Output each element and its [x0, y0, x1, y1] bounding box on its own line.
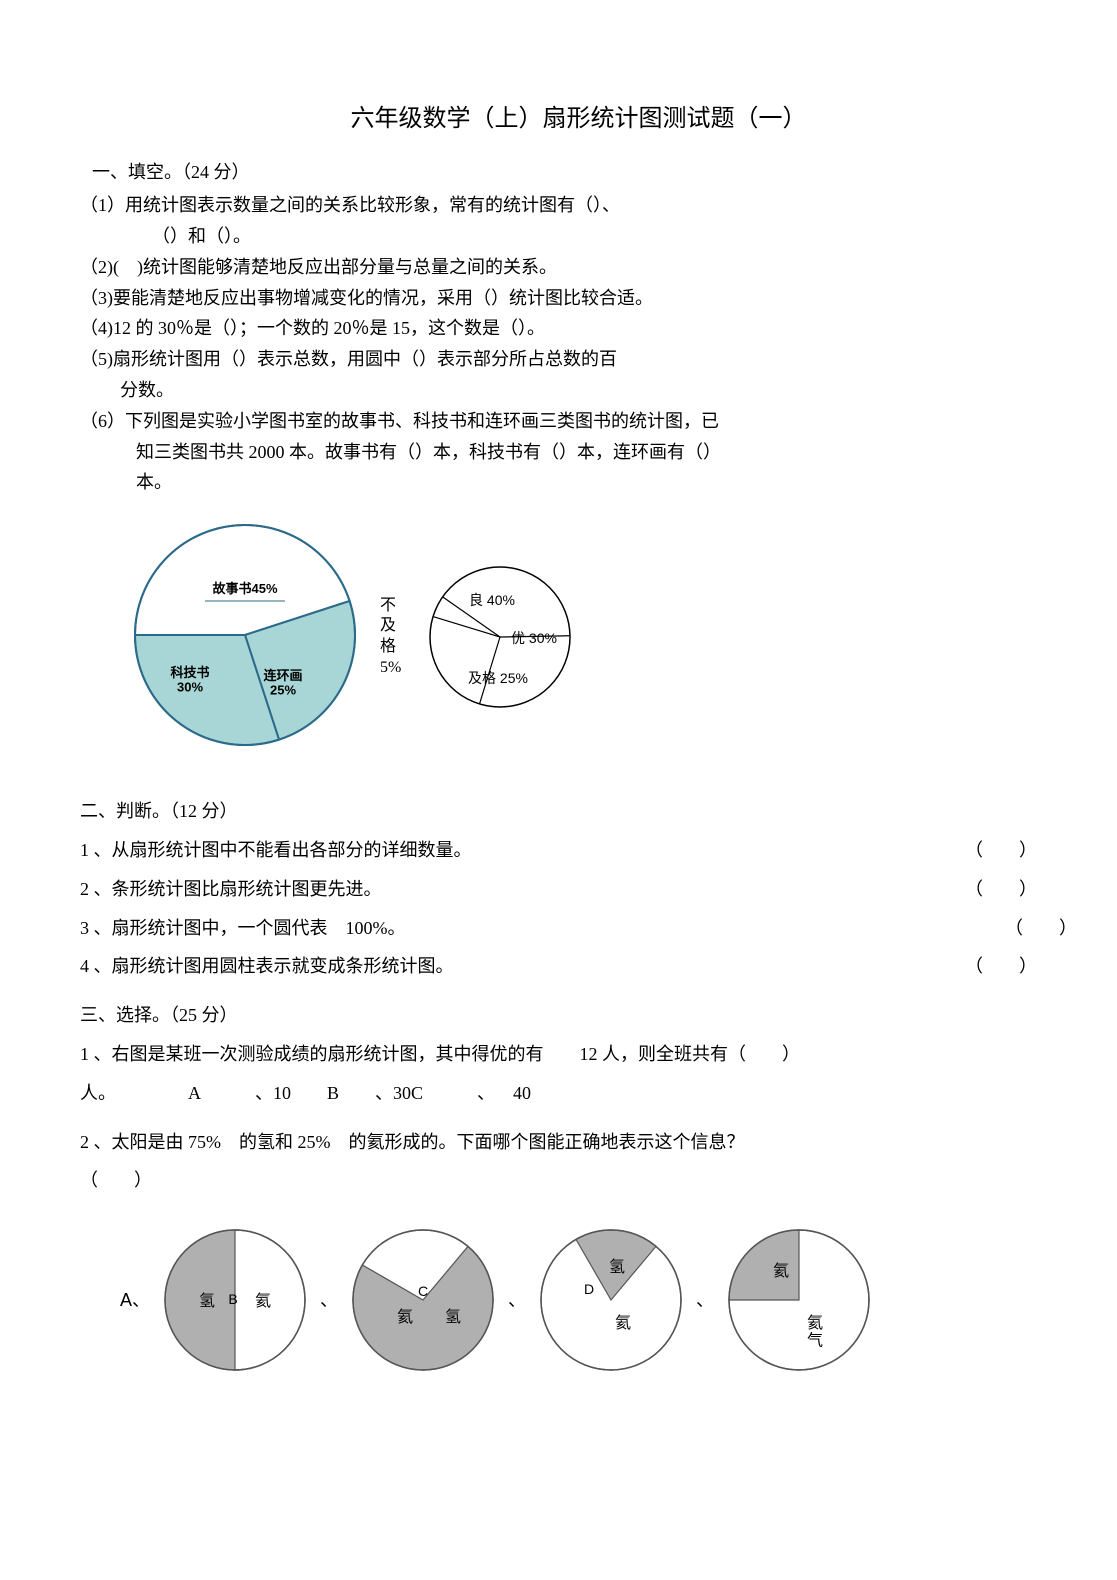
svg-text:氦: 氦 — [255, 1292, 271, 1310]
grades-pie-chart: 良 40% 优 30% 及格 25% — [405, 552, 595, 722]
paren-1: （ ） — [917, 836, 1037, 865]
q1-5b: 分数。 — [80, 376, 1037, 405]
paren-2: （ ） — [917, 875, 1037, 904]
opt-a-label: A、 — [120, 1286, 150, 1315]
section-2-head: 二、判断。（12 分） — [80, 797, 1037, 826]
svg-text:故事书45%: 故事书45% — [212, 581, 277, 596]
q3-1a: 1 、右图是某班一次测验成绩的扇形统计图，其中得优的有 12 人，则全班共有（ … — [80, 1040, 1037, 1069]
sun-pie-b: 氦 氢 C — [348, 1225, 498, 1375]
svg-text:氦: 氦 — [615, 1314, 631, 1332]
svg-text:氢: 氢 — [445, 1308, 461, 1326]
svg-text:氦气: 氦气 — [807, 1314, 823, 1350]
svg-text:氢: 氢 — [609, 1258, 625, 1276]
sun-pie-c: 氢氦 D — [536, 1225, 686, 1375]
svg-text:B: B — [228, 1291, 237, 1307]
q2-1: 1 、从扇形统计图中不能看出各部分的详细数量。 — [80, 836, 472, 865]
books-pie-chart: 故事书45%科技书30%连环画25% — [120, 517, 370, 757]
sep-3: 、 — [696, 1286, 714, 1315]
q1-5a: （5)扇形统计图用（）表示总数，用圆中（）表示部分所占总数的百 — [80, 345, 1037, 374]
q1-1a: （1）用统计图表示数量之间的关系比较形象，常有的统计图有（）、 — [80, 191, 1037, 220]
svg-text:及格 25%: 及格 25% — [468, 670, 528, 686]
q1-3: （3)要能清楚地反应出事物增减变化的情况，采用（）统计图比较合适。 — [80, 284, 1037, 313]
sun-pie-d: 氦氦气 — [724, 1225, 874, 1375]
sun-options-row: A、 氢氦B 、 氦氢C 、 氢氦D 、 氦氦气 — [120, 1225, 1037, 1375]
svg-text:D: D — [584, 1281, 594, 1297]
page-title: 六年级数学（上）扇形统计图测试题（一） — [120, 100, 1037, 138]
paren-3: （ ） — [957, 914, 1077, 943]
q2-4: 4 、扇形统计图用圆柱表示就变成条形统计图。 — [80, 952, 454, 981]
q1-4: （4)12 的 30％是（）；一个数的 20％是 15，这个数是（）。 — [80, 314, 1037, 343]
sep-1: 、 — [320, 1286, 338, 1315]
q3-2b: （ ） — [80, 1166, 1037, 1195]
svg-text:C: C — [418, 1283, 428, 1299]
q3-2a: 2 、太阳是由 75% 的氢和 25% 的氦形成的。下面哪个图能正确地表示这个信… — [80, 1128, 1037, 1157]
svg-text:良 40%: 良 40% — [469, 592, 515, 608]
section-3-head: 三、选择。（25 分） — [80, 1001, 1037, 1030]
sun-pie-a: 氢氦B — [160, 1225, 310, 1375]
svg-text:优 30%: 优 30% — [511, 630, 557, 646]
paren-4: （ ） — [917, 952, 1037, 981]
q1-6b: 知三类图书共 2000 本。故事书有（）本，科技书有（）本，连环画有（） — [80, 438, 1037, 467]
svg-text:氦: 氦 — [773, 1262, 789, 1280]
sep-2: 、 — [508, 1286, 526, 1315]
svg-text:氢: 氢 — [199, 1292, 215, 1310]
q3-1b: 人。 A 、10 B 、30C 、 40 — [80, 1079, 1037, 1108]
q1-1b: （）和（）。 — [80, 222, 1037, 251]
svg-text:氦: 氦 — [397, 1308, 413, 1326]
q2-2: 2 、条形统计图比扇形统计图更先进。 — [80, 875, 382, 904]
q1-6a: （6）下列图是实验小学图书室的故事书、科技书和连环画三类图书的统计图，已 — [80, 407, 1037, 436]
q2-3: 3 、扇形统计图中，一个圆代表 100%。 — [80, 914, 406, 943]
section-1-head: 一、填空。（24 分） — [80, 158, 1037, 187]
q1-6c: 本。 — [80, 468, 1037, 497]
grades-outside-label: 不 及 格 5% — [380, 596, 401, 679]
q1-2: （2)( )统计图能够清楚地反应出部分量与总量之间的关系。 — [80, 253, 1037, 282]
